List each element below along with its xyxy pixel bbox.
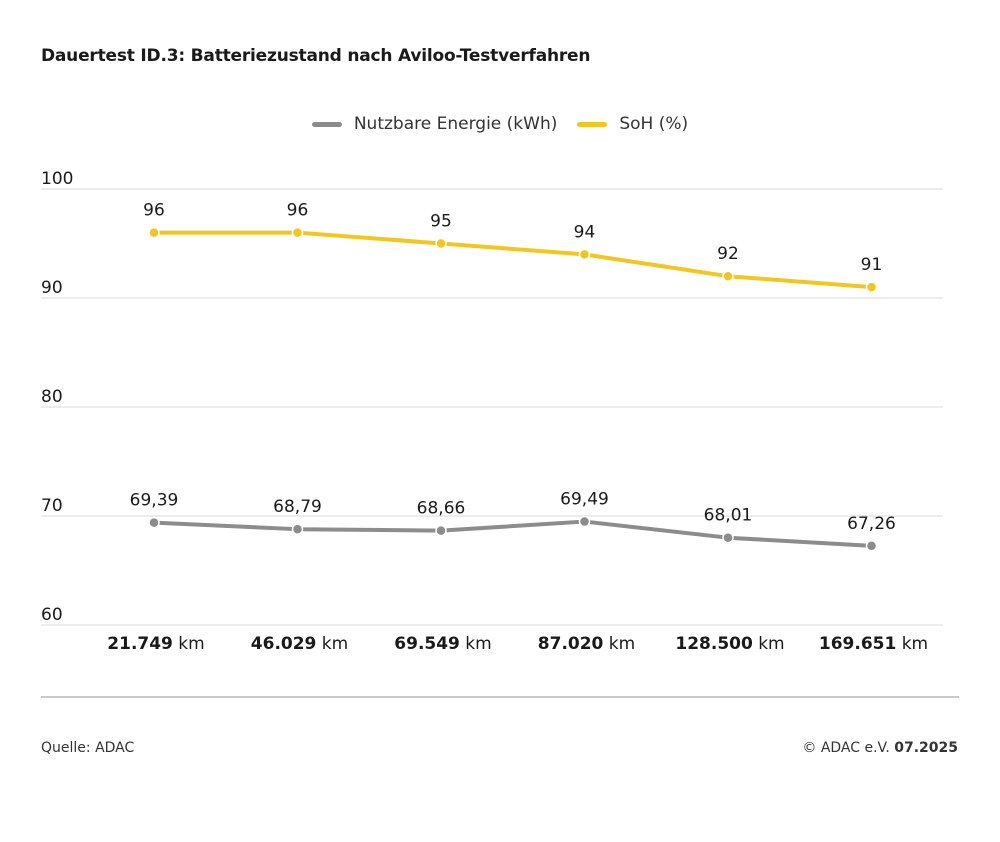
y-tick-label-70: 70 xyxy=(41,496,63,516)
copyright-note: © ADAC e.V. 07.2025 xyxy=(802,740,958,756)
x-tick-unit: km xyxy=(460,634,492,654)
series-line-energy xyxy=(152,519,874,548)
data-point-soh xyxy=(435,237,447,250)
copyright-text: © ADAC e.V. xyxy=(802,740,890,756)
x-tick-number: 21.749 xyxy=(107,634,173,654)
x-tick-number: 169.651 xyxy=(819,634,896,654)
data-point-energy xyxy=(865,540,878,552)
data-label-energy: 68,01 xyxy=(704,506,753,526)
data-point-soh xyxy=(148,226,160,239)
x-tick-unit: km xyxy=(173,634,205,654)
data-label-soh: 96 xyxy=(287,201,309,221)
data-point-energy xyxy=(578,515,591,528)
source-note: Quelle: ADAC xyxy=(41,740,135,756)
chart-title: Dauertest ID.3: Batteriezustand nach Avi… xyxy=(41,46,591,66)
footer-divider xyxy=(41,696,959,698)
legend-label-energy: Nutzbare Energie (kWh) xyxy=(353,114,558,134)
x-tick-unit: km xyxy=(896,634,928,654)
x-tick-unit: km xyxy=(316,634,348,654)
y-tick-label-80: 80 xyxy=(41,387,63,407)
data-point-energy xyxy=(148,516,160,529)
x-tick-number: 46.029 xyxy=(251,634,317,654)
legend: Nutzbare Energie (kWh) SoH (%) xyxy=(0,114,1000,134)
data-point-energy xyxy=(291,523,304,535)
data-label-energy: 67,26 xyxy=(847,514,896,534)
y-tick-label-90: 90 xyxy=(41,278,63,298)
data-label-energy: 68,66 xyxy=(417,499,466,519)
data-label-soh: 92 xyxy=(717,244,739,264)
x-tick-label: 128.500 km xyxy=(675,634,784,654)
data-label-soh: 95 xyxy=(430,212,452,232)
legend-swatch-soh xyxy=(577,121,608,127)
x-tick-label: 69.549 km xyxy=(394,634,491,654)
data-point-soh xyxy=(722,270,734,282)
x-tick-unit: km xyxy=(603,634,635,654)
x-tick-label: 169.651 km xyxy=(819,634,928,654)
x-tick-label: 87.020 km xyxy=(538,634,635,654)
data-point-soh xyxy=(291,226,304,239)
legend-item-energy: Nutzbare Energie (kWh) xyxy=(311,114,558,134)
copyright-date: 07.2025 xyxy=(894,740,958,756)
data-label-energy: 69,39 xyxy=(130,491,179,511)
x-tick-number: 69.549 xyxy=(394,634,460,654)
x-tick-label: 46.029 km xyxy=(251,634,348,654)
x-tick-number: 128.500 xyxy=(675,634,753,654)
legend-swatch-energy xyxy=(311,121,342,127)
data-label-soh: 94 xyxy=(574,222,596,242)
data-point-energy xyxy=(722,531,734,544)
y-tick-label-60: 60 xyxy=(41,605,63,625)
data-point-soh xyxy=(865,281,878,293)
legend-label-soh: SoH (%) xyxy=(619,114,689,134)
data-label-soh: 91 xyxy=(861,255,883,275)
legend-item-soh: SoH (%) xyxy=(577,114,688,134)
data-point-soh xyxy=(578,248,591,261)
series-line-soh xyxy=(152,230,874,290)
y-tick-label-100: 100 xyxy=(41,169,73,189)
data-label-soh: 96 xyxy=(143,201,165,221)
data-label-energy: 68,79 xyxy=(273,497,322,517)
x-tick-unit: km xyxy=(753,634,785,654)
data-point-energy xyxy=(435,524,447,537)
x-tick-number: 87.020 xyxy=(538,634,604,654)
data-label-energy: 69,49 xyxy=(560,490,609,510)
x-tick-label: 21.749 km xyxy=(107,634,204,654)
